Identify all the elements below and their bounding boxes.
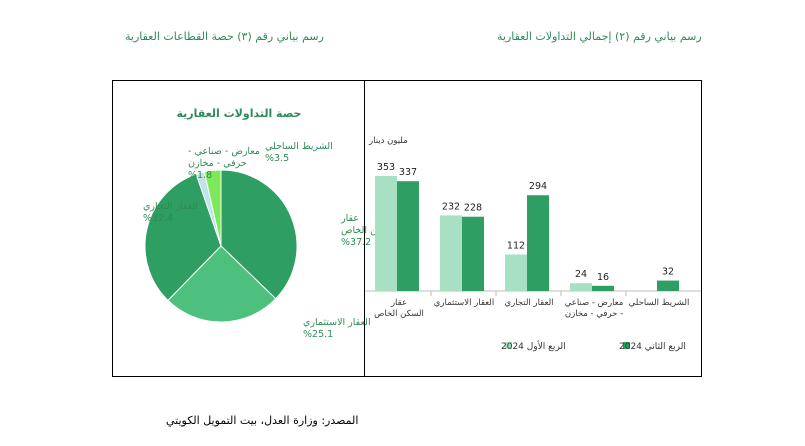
pie-chart-caption: رسم بياني رقم (٣) حصة القطاعات العقارية xyxy=(125,30,324,43)
bar-value-label: 353 xyxy=(377,162,395,173)
x-tick-label: الشريط الساحلي xyxy=(629,298,690,308)
pie-label: السكن الخاص xyxy=(341,225,397,236)
bar-value-label: 337 xyxy=(399,167,417,178)
pie-label: معارض - صناعي - xyxy=(188,146,260,157)
bar xyxy=(657,280,679,291)
bar xyxy=(527,195,549,291)
pie-label: العقار الاستثماري xyxy=(303,317,371,328)
pie-label: العقار التجاري xyxy=(143,201,198,212)
bar xyxy=(570,283,592,291)
pie-label: %1.8 xyxy=(188,170,212,181)
x-tick-label: العقار التجاري xyxy=(504,298,553,308)
pie-title: حصة التداولات العقارية xyxy=(177,107,302,120)
x-tick-label: معارض - صناعي xyxy=(565,298,624,308)
bar-value-label: 16 xyxy=(597,272,609,283)
bar xyxy=(592,285,614,291)
bar-value-label: 112 xyxy=(507,241,525,252)
bar xyxy=(375,176,397,291)
legend-swatch xyxy=(623,342,630,349)
pie-label: %25.1 xyxy=(303,329,333,340)
pie-slice xyxy=(203,169,222,247)
bar xyxy=(440,215,462,291)
pie-label: عقار xyxy=(340,213,359,224)
bar xyxy=(462,216,484,291)
x-tick-label: السكن الخاص xyxy=(374,309,424,319)
bar-value-label: 232 xyxy=(442,201,460,212)
source-note: المصدر: وزارة العدل، بيت التمويل الكويتي xyxy=(166,414,359,427)
pie-slice xyxy=(167,245,277,323)
bar-value-label: 24 xyxy=(575,269,587,280)
bar-value-label: 294 xyxy=(529,181,547,192)
pie-slice xyxy=(220,169,298,300)
pie-label: %32.4 xyxy=(143,213,173,224)
y-axis-label: مليون دينار xyxy=(368,136,408,146)
pie-chart-frame: حصة التداولات العقارية عقار السكن الخاص %37… xyxy=(112,80,397,377)
x-tick-label: عقار xyxy=(390,298,407,308)
legend-swatch xyxy=(505,342,512,349)
x-tick-label: - حرفي - مخازن xyxy=(565,309,623,319)
bar-chart-frame: مليون دينار 353 337 عقار السكن الخاص 232 228 ال… xyxy=(364,80,702,377)
legend-label: الربع الأول 2024 xyxy=(501,340,566,352)
pie-label: الشريط الساحلي xyxy=(265,141,333,152)
pie-label: %37.2 xyxy=(341,237,371,248)
pie-label: %3.5 xyxy=(265,153,289,164)
pie-slice xyxy=(144,173,222,302)
bar-chart-caption: رسم بياني رقم (٢) إجمالي التداولات العقا… xyxy=(497,30,702,43)
bar xyxy=(397,181,419,291)
bar-value-label: 228 xyxy=(464,203,482,214)
x-tick-label: العقار الاستثماري xyxy=(434,298,494,308)
legend-label: الربع الثاني 2024 xyxy=(619,342,686,352)
pie-label: حرفي - مخازن xyxy=(188,158,247,169)
bar xyxy=(505,254,527,291)
bar-value-label: 32 xyxy=(662,267,674,278)
